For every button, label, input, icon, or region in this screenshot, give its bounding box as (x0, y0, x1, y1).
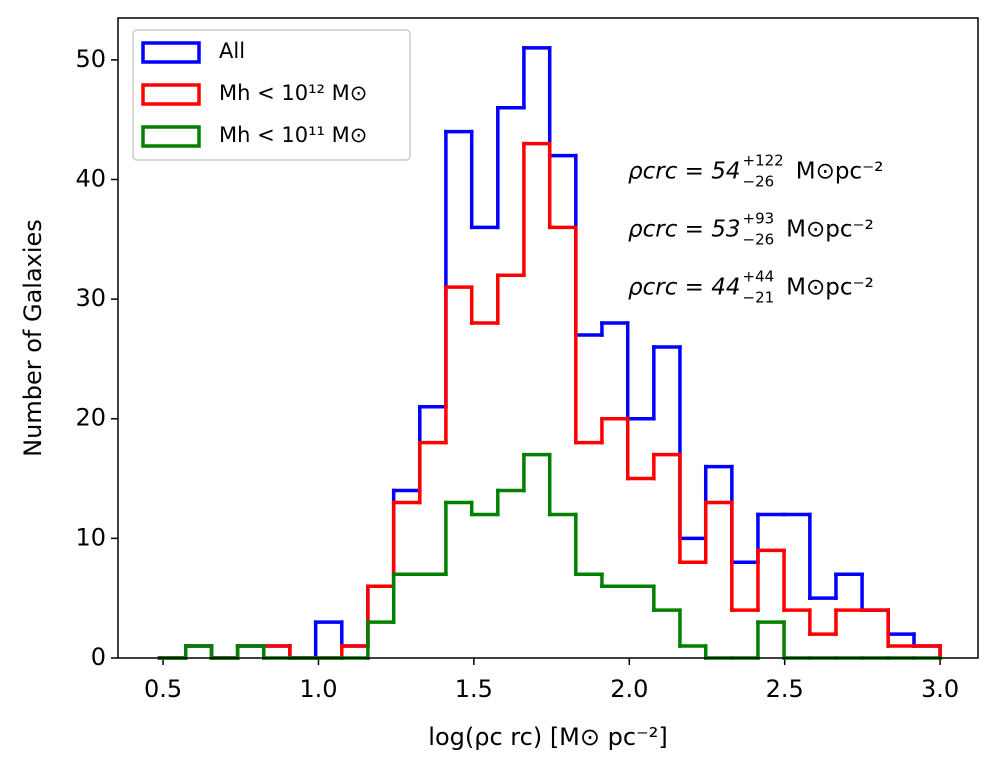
x-tick-label: 2.5 (766, 675, 804, 703)
x-tick-label: 1.5 (455, 675, 493, 703)
y-tick-label: 0 (91, 643, 106, 671)
y-tick-label: 50 (75, 45, 106, 73)
annotation-sub: −26 (743, 231, 775, 249)
annotation-sub: −21 (743, 289, 775, 307)
legend-label: All (219, 39, 245, 63)
legend-swatch (141, 41, 201, 64)
legend-swatch (141, 125, 201, 148)
y-tick-label: 20 (75, 404, 106, 432)
annotation: ρcrc = 54 (628, 159, 741, 185)
series (157, 452, 942, 660)
annotation-sub: −26 (743, 173, 775, 191)
legend-label: Mh < 10¹¹ M⊙ (219, 123, 367, 147)
legend-box (132, 29, 411, 161)
annotation-unit: M⊙pc⁻² (796, 159, 884, 185)
x-axis-label: log(ρc rc) [M⊙ pc⁻²] (428, 723, 667, 751)
annotation-unit: M⊙pc⁻² (786, 217, 874, 243)
legend-swatch (141, 83, 201, 106)
annotation-sup: +44 (743, 268, 775, 286)
x-tick-label: 2.0 (610, 675, 648, 703)
annotation-sup: +93 (743, 210, 775, 228)
x-tick-label: 3.0 (921, 675, 959, 703)
annotation-unit: M⊙pc⁻² (786, 275, 874, 301)
x-tick-label: 1.0 (299, 675, 337, 703)
legend-label: Mh < 10¹² M⊙ (219, 81, 367, 105)
y-tick-label: 40 (75, 164, 106, 192)
annotation: ρcrc = 44 (628, 275, 741, 301)
y-tick-label: 10 (75, 523, 106, 551)
y-tick-label: 30 (75, 284, 106, 312)
y-axis-label: Number of Galaxies (19, 219, 47, 457)
x-tick-label: 0.5 (144, 675, 182, 703)
annotation: ρcrc = 53 (628, 217, 741, 243)
plot-frame (117, 17, 979, 659)
annotation-sup: +122 (743, 152, 784, 170)
